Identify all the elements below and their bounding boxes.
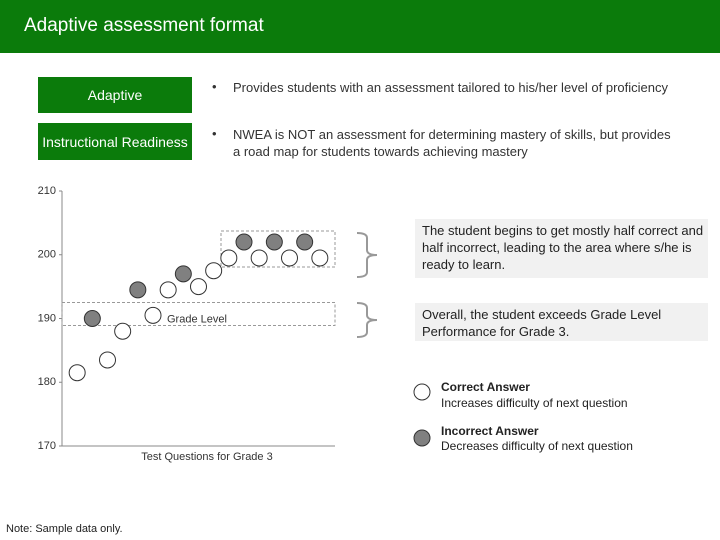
y-tick-label: 200 <box>38 249 56 261</box>
point <box>250 249 268 267</box>
y-tick-label: 210 <box>38 185 56 197</box>
point <box>235 233 253 251</box>
legend-description: Increases difficulty of next question <box>441 396 628 410</box>
point <box>114 322 132 340</box>
point <box>83 310 101 327</box>
grade-level-box <box>61 302 336 326</box>
point <box>159 281 177 299</box>
row-label: Instructional Readiness <box>38 123 192 160</box>
bracket <box>356 302 378 338</box>
callout: Overall, the student exceeds Grade Level… <box>415 303 708 341</box>
legend-description: Decreases difficulty of next question <box>441 439 633 453</box>
legend-label: Incorrect Answer <box>441 424 539 438</box>
point <box>311 249 329 267</box>
footnote: Note: Sample data only. <box>6 523 123 535</box>
point <box>205 262 223 280</box>
y-tick-label: 180 <box>38 376 56 388</box>
point <box>144 306 162 324</box>
point <box>220 249 238 267</box>
y-tick-label: 170 <box>38 440 56 452</box>
legend-label: Correct Answer <box>441 380 530 394</box>
point <box>68 364 86 382</box>
point <box>129 281 147 299</box>
point <box>265 233 283 251</box>
ready-zone-box <box>220 230 336 268</box>
annotation: Grade Level <box>167 313 227 325</box>
x-axis-label: Test Questions for Grade 3 <box>141 451 272 463</box>
y-tick-label: 190 <box>38 312 56 324</box>
header: Adaptive assessment format <box>0 0 720 53</box>
bullet: • <box>212 126 217 141</box>
point <box>174 265 192 283</box>
row-label: Adaptive <box>38 77 192 113</box>
row-text: Provides students with an assessment tai… <box>233 80 668 95</box>
row-text: NWEA is NOT an assessment for determinin… <box>233 127 671 159</box>
legend-marker <box>413 383 431 401</box>
point <box>296 233 314 251</box>
point <box>99 351 116 369</box>
point <box>281 249 298 267</box>
title: Adaptive assessment format <box>24 15 264 36</box>
legend-marker <box>413 429 431 447</box>
callout: The student begins to get mostly half co… <box>415 219 708 278</box>
bullet: • <box>212 79 217 94</box>
point <box>190 278 207 296</box>
bracket <box>356 232 378 278</box>
